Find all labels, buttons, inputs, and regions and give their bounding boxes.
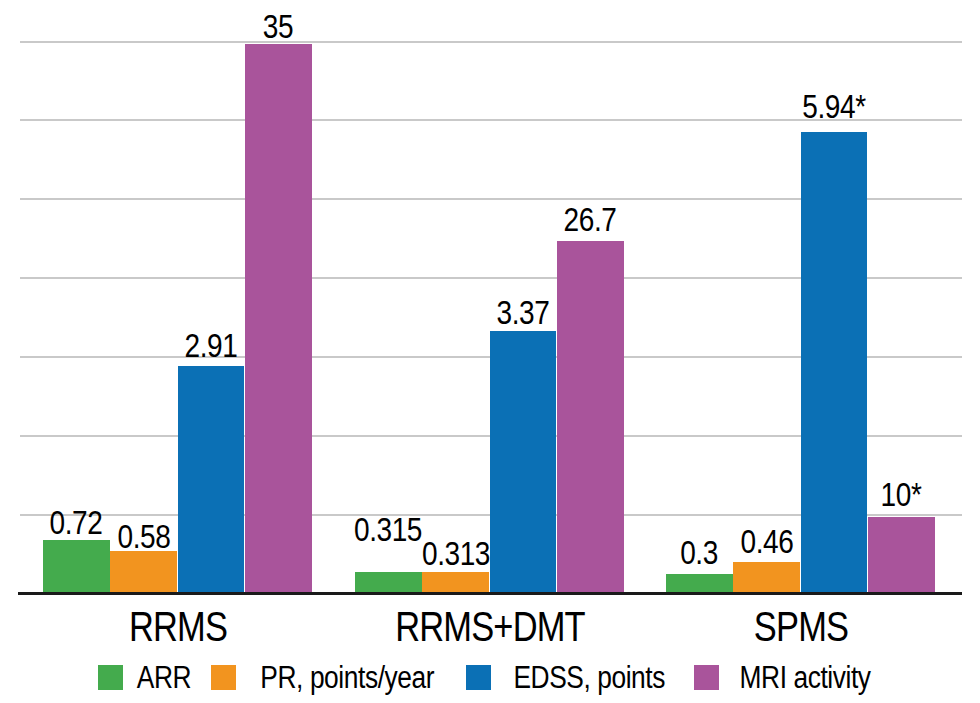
legend-item-pr: PR, points/year xyxy=(211,662,449,693)
bar-arr-spms xyxy=(666,574,733,594)
legend-item-edss: EDSS, points xyxy=(466,662,678,693)
bar-value-label-mri-activity-rrms: 35 xyxy=(263,10,293,43)
bar-value-label-pr-spms: 0.46 xyxy=(740,525,793,558)
bar-mri-activity-rrms-dmt xyxy=(557,241,624,595)
bar-value-label-mri-activity-rrms-dmt: 26.7 xyxy=(564,203,617,236)
legend-item-mri: MRI activity xyxy=(694,662,882,693)
legend-swatch-edss xyxy=(466,665,491,690)
legend-label-arr: ARR xyxy=(136,662,190,693)
category-label-rrms: RRMS xyxy=(129,606,227,648)
bar-pr-rrms-dmt xyxy=(422,572,489,595)
bar-value-label-edss-rrms-dmt: 3.37 xyxy=(497,296,550,329)
legend-swatch-arr xyxy=(98,665,123,690)
bar-value-label-arr-rrms: 0.72 xyxy=(50,506,103,539)
bar-edss-rrms xyxy=(178,366,245,594)
legend-label-mri: MRI activity xyxy=(740,662,871,693)
bar-arr-rrms xyxy=(43,540,110,594)
bar-mri-activity-rrms xyxy=(245,44,312,595)
legend-label-pr: PR, points/year xyxy=(261,662,435,693)
x-axis-line xyxy=(18,592,962,595)
bar-edss-spms xyxy=(801,132,868,595)
bar-pr-rrms xyxy=(110,551,177,595)
bar-value-label-edss-rrms: 2.91 xyxy=(185,329,238,362)
bar-value-label-arr-rrms-dmt: 0.315 xyxy=(354,513,422,546)
bar-chart: RRMS RRMS+DMT SPMS ARR PR, points/year E… xyxy=(0,0,980,703)
bar-value-label-mri-activity-spms: 10* xyxy=(881,478,922,511)
plot-area: RRMS RRMS+DMT SPMS ARR PR, points/year E… xyxy=(0,0,980,703)
bar-arr-rrms-dmt xyxy=(355,572,422,595)
legend-item-arr: ARR xyxy=(98,662,196,693)
legend: ARR PR, points/year EDSS, points MRI act… xyxy=(0,662,980,693)
gridline xyxy=(20,41,962,43)
bar-value-label-pr-rrms: 0.58 xyxy=(117,520,170,553)
bar-value-label-arr-spms: 0.3 xyxy=(680,536,718,569)
bar-mri-activity-spms xyxy=(868,517,935,594)
legend-label-edss: EDSS, points xyxy=(513,662,665,693)
legend-swatch-pr xyxy=(211,665,236,690)
bar-pr-spms xyxy=(733,562,800,595)
bar-value-label-edss-spms: 5.94* xyxy=(802,90,865,123)
bar-value-label-pr-rrms-dmt: 0.313 xyxy=(422,537,490,570)
category-label-rrms-dmt: RRMS+DMT xyxy=(395,606,585,648)
legend-swatch-mri xyxy=(694,665,719,690)
category-label-spms: SPMS xyxy=(754,606,848,648)
bar-edss-rrms-dmt xyxy=(490,331,557,594)
